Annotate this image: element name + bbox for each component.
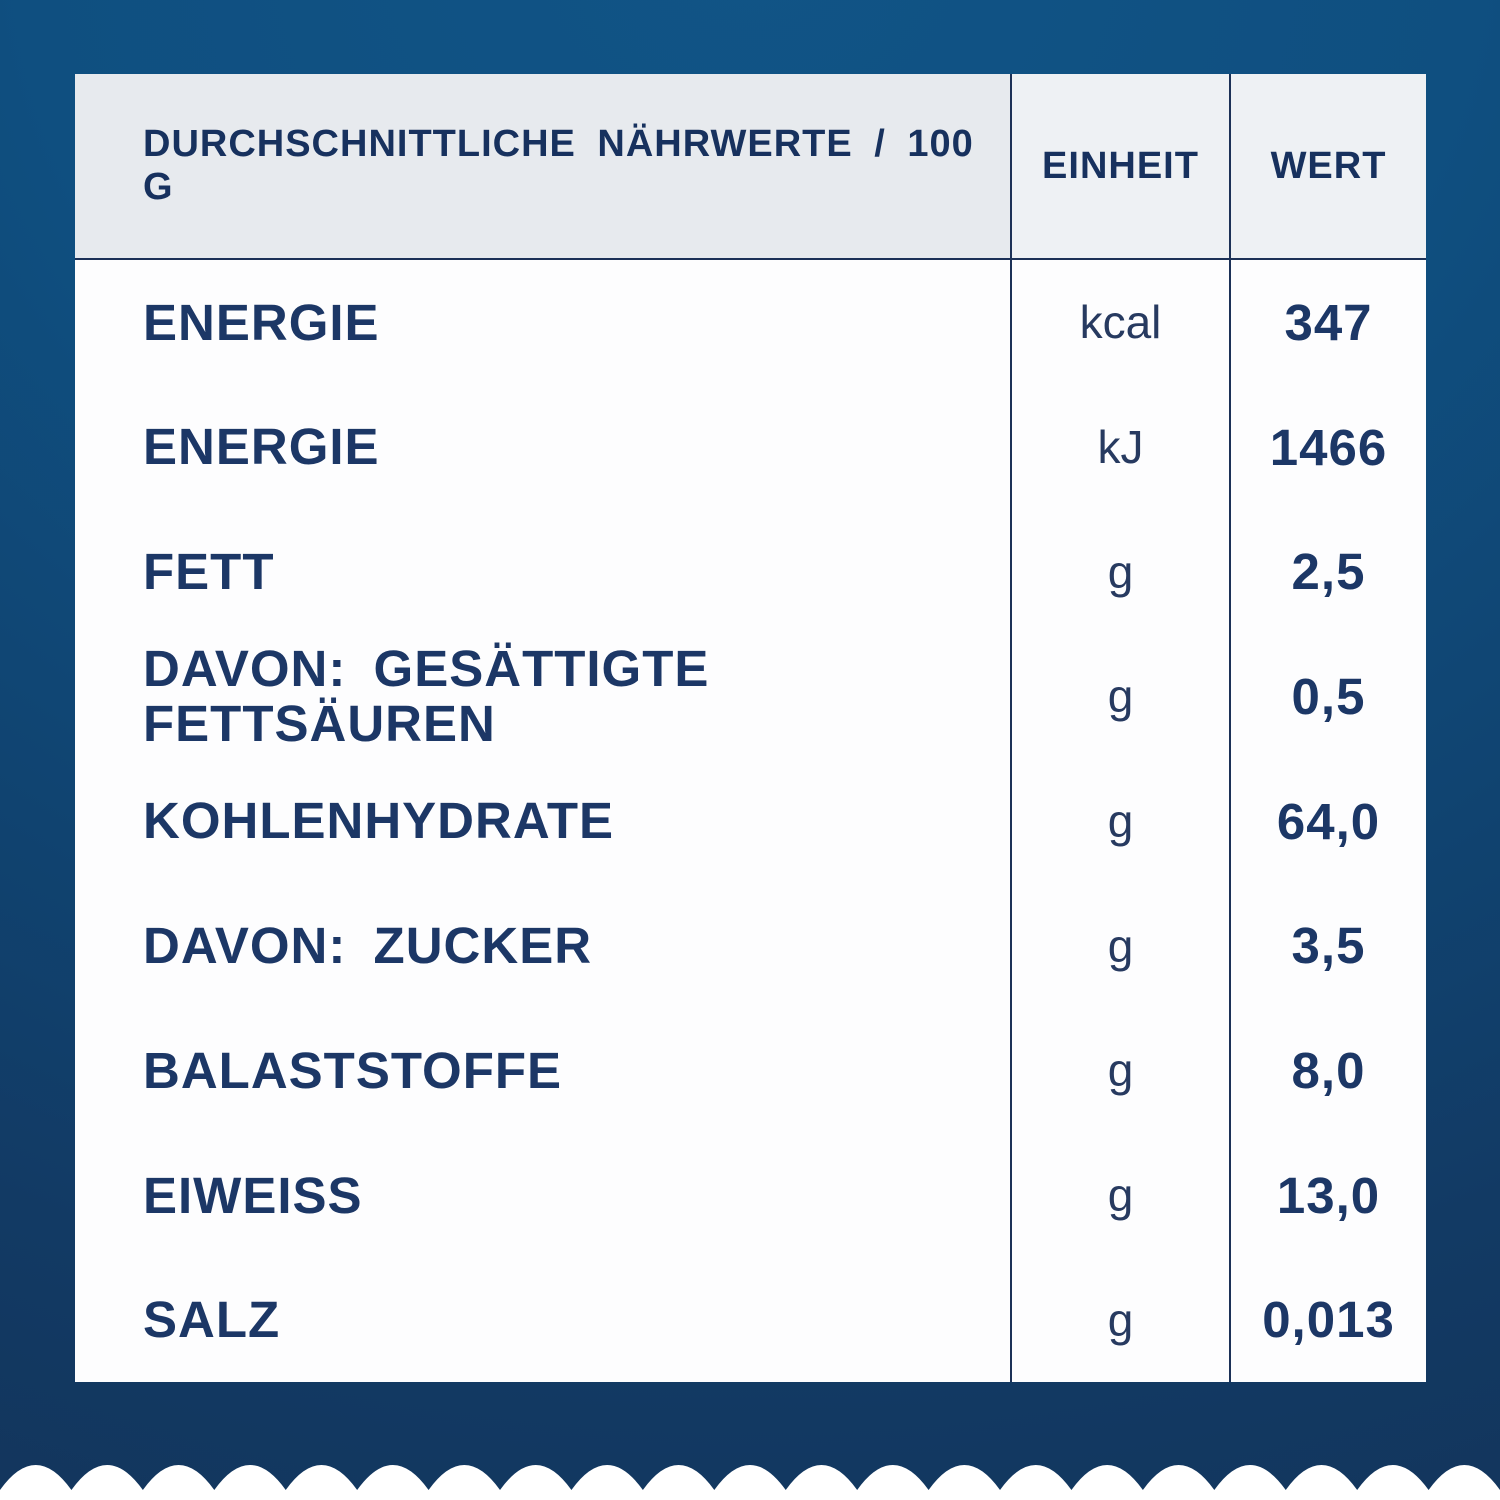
nutrient-unit: g xyxy=(1010,1132,1229,1258)
table-body: ENERGIE kcal 347 ENERGIE kJ 1466 FETT g … xyxy=(75,260,1426,1383)
nutrient-value: 3,5 xyxy=(1229,883,1426,1009)
nutrient-label: ENERGIE xyxy=(143,293,380,351)
nutrient-label: SALZ xyxy=(143,1291,281,1349)
table-row: EIWEISS g 13,0 xyxy=(75,1132,1426,1258)
nutrient-unit: kJ xyxy=(1010,384,1229,510)
header-value: WERT xyxy=(1229,74,1426,258)
nutrient-value: 8,0 xyxy=(1229,1008,1426,1133)
nutrient-label: BALASTSTOFFE xyxy=(143,1041,563,1099)
nutrient-value: 0,5 xyxy=(1229,634,1426,759)
nutrient-unit: g xyxy=(1010,634,1229,759)
receipt-edge-wave xyxy=(0,1465,1500,1500)
nutrient-label: KOHLENHYDRATE xyxy=(143,792,615,850)
nutrient-label: ENERGIE xyxy=(143,418,380,476)
table-header-row: DURCHSCHNITTLICHE NÄHRWERTE / 100 G EINH… xyxy=(75,74,1426,260)
nutrient-label: DAVON: GESÄTTIGTE FETTSÄUREN xyxy=(143,640,710,753)
nutrient-unit: kcal xyxy=(1010,260,1229,385)
table-row: DAVON: GESÄTTIGTE FETTSÄUREN g 0,5 xyxy=(75,634,1426,759)
nutrient-unit: g xyxy=(1010,1008,1229,1133)
nutrient-unit: g xyxy=(1010,1257,1229,1383)
table-row: ENERGIE kJ 1466 xyxy=(75,384,1426,510)
nutrition-table: DURCHSCHNITTLICHE NÄHRWERTE / 100 G EINH… xyxy=(75,74,1426,1383)
nutrient-value: 13,0 xyxy=(1229,1132,1426,1258)
nutrient-value: 0,013 xyxy=(1229,1257,1426,1383)
table-row: FETT g 2,5 xyxy=(75,509,1426,635)
nutrient-value: 347 xyxy=(1229,260,1426,385)
table-row: BALASTSTOFFE g 8,0 xyxy=(75,1008,1426,1133)
nutrient-value: 1466 xyxy=(1229,384,1426,510)
nutrient-unit: g xyxy=(1010,758,1229,884)
nutrient-value: 64,0 xyxy=(1229,758,1426,884)
nutrient-unit: g xyxy=(1010,509,1229,635)
table-row: DAVON: ZUCKER g 3,5 xyxy=(75,883,1426,1009)
nutrient-label: EIWEISS xyxy=(143,1166,363,1224)
nutrient-unit: g xyxy=(1010,883,1229,1009)
table-row: ENERGIE kcal 347 xyxy=(75,260,1426,385)
header-unit: EINHEIT xyxy=(1010,74,1229,258)
nutrient-label: FETT xyxy=(143,543,275,601)
table-row: KOHLENHYDRATE g 64,0 xyxy=(75,758,1426,884)
header-nutrients-per-100g: DURCHSCHNITTLICHE NÄHRWERTE / 100 G xyxy=(75,74,1010,258)
table-row: SALZ g 0,013 xyxy=(75,1257,1426,1383)
nutrient-value: 2,5 xyxy=(1229,509,1426,635)
nutrient-label: DAVON: ZUCKER xyxy=(143,917,593,975)
